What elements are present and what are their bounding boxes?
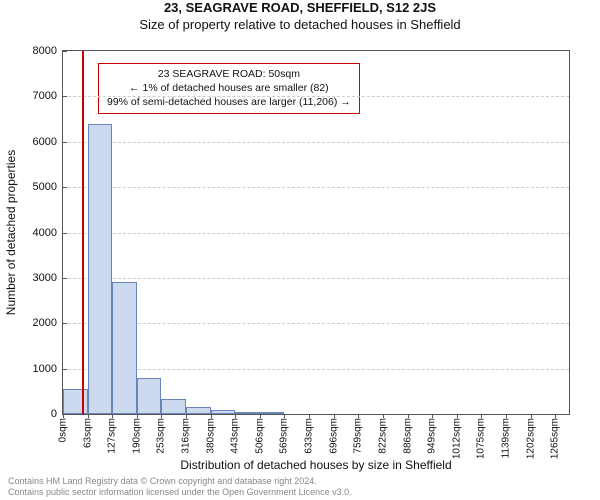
gridline: [63, 323, 569, 324]
reference-line: [82, 51, 84, 414]
x-axis-label: Distribution of detached houses by size …: [62, 458, 570, 472]
callout-line-1: 23 SEAGRAVE ROAD: 50sqm: [107, 67, 351, 81]
x-tick-label: 127sqm: [107, 418, 118, 454]
x-tick-label: 190sqm: [131, 418, 142, 454]
histogram-chart: 23 SEAGRAVE ROAD: 50sqm ← 1% of detached…: [62, 50, 570, 415]
histogram-bar: [260, 412, 285, 414]
x-tick-label: 1265sqm: [550, 418, 561, 459]
gridline: [63, 278, 569, 279]
reference-callout: 23 SEAGRAVE ROAD: 50sqm ← 1% of detached…: [98, 63, 360, 114]
page-title: 23, SEAGRAVE ROAD, SHEFFIELD, S12 2JS: [0, 0, 600, 15]
page-subtitle: Size of property relative to detached ho…: [0, 17, 600, 32]
x-tick-label: 1012sqm: [451, 418, 462, 459]
histogram-bar: [235, 412, 260, 414]
histogram-bar: [186, 407, 211, 414]
footer-line-1: Contains HM Land Registry data © Crown c…: [8, 476, 352, 487]
y-tick-label: 6000: [33, 136, 63, 148]
y-axis-label: Number of detached properties: [4, 50, 20, 415]
y-tick-label: 7000: [33, 90, 63, 102]
x-tick-label: 506sqm: [254, 418, 265, 454]
histogram-bar: [161, 399, 186, 414]
gridline: [63, 96, 569, 97]
footer-attribution: Contains HM Land Registry data © Crown c…: [8, 476, 352, 498]
x-tick-label: 380sqm: [205, 418, 216, 454]
gridline: [63, 187, 569, 188]
x-tick-label: 1075sqm: [476, 418, 487, 459]
callout-line-3: 99% of semi-detached houses are larger (…: [107, 95, 351, 109]
x-tick-label: 1139sqm: [501, 418, 512, 458]
x-tick-label: 569sqm: [279, 418, 290, 454]
x-tick-label: 886sqm: [402, 418, 413, 454]
gridline: [63, 142, 569, 143]
x-tick-label: 63sqm: [82, 418, 93, 448]
x-tick-label: 316sqm: [180, 418, 191, 454]
y-tick-label: 4000: [33, 227, 63, 239]
histogram-bar: [88, 124, 113, 414]
x-tick-label: 822sqm: [377, 418, 388, 454]
x-tick-label: 1202sqm: [525, 418, 536, 459]
histogram-bar: [112, 282, 137, 414]
histogram-bar: [211, 410, 236, 414]
x-tick-label: 443sqm: [230, 418, 241, 454]
gridline: [63, 369, 569, 370]
callout-line-2: ← 1% of detached houses are smaller (82): [107, 81, 351, 95]
y-tick-label: 2000: [33, 317, 63, 329]
y-tick-label: 3000: [33, 272, 63, 284]
y-tick-label: 1000: [33, 363, 63, 375]
x-tick-label: 633sqm: [304, 418, 315, 454]
x-tick-label: 949sqm: [427, 418, 438, 454]
x-tick-label: 253sqm: [156, 418, 167, 454]
y-tick-label: 5000: [33, 181, 63, 193]
x-tick-label: 696sqm: [328, 418, 339, 454]
x-tick-label: 759sqm: [353, 418, 364, 454]
gridline: [63, 233, 569, 234]
x-tick-label: 0sqm: [58, 418, 69, 442]
footer-line-2: Contains public sector information licen…: [8, 487, 352, 498]
histogram-bar: [137, 378, 162, 414]
y-tick-label: 8000: [33, 45, 63, 57]
